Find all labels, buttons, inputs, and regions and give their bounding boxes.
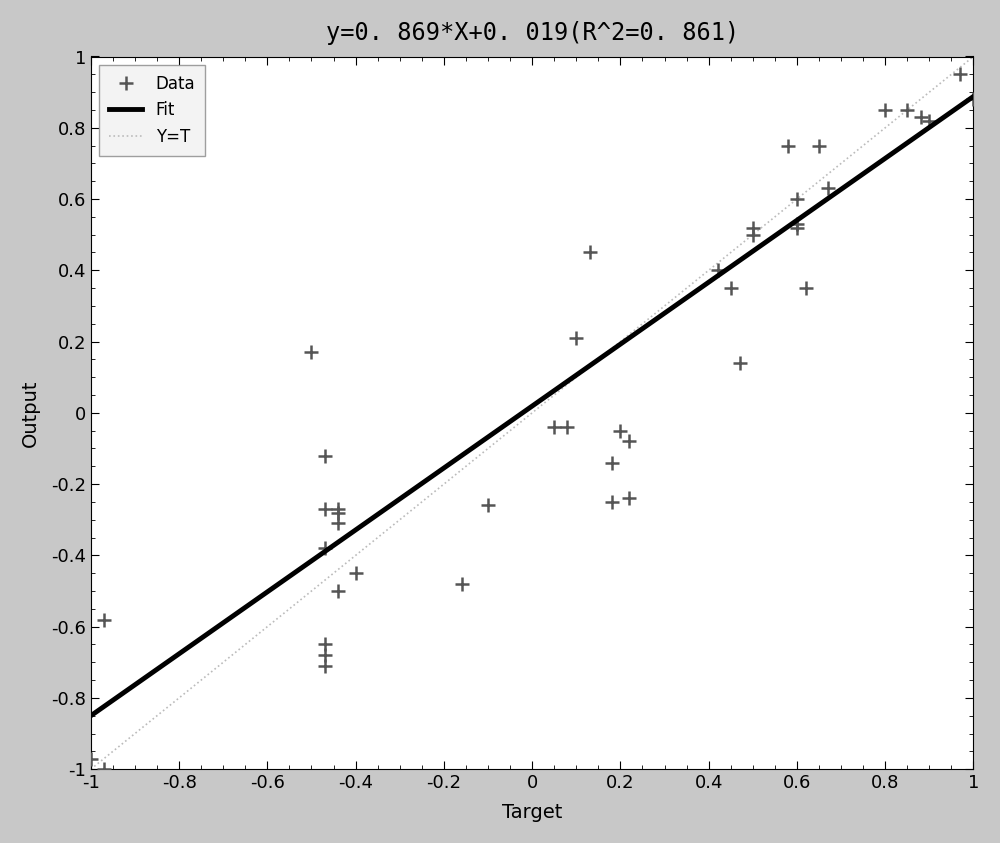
Data: [623, 493, 635, 503]
Data: [822, 183, 834, 193]
Data: [548, 422, 560, 432]
Data: [967, 94, 979, 105]
Data: [606, 458, 618, 468]
Data: [915, 112, 927, 122]
X-axis label: Target: Target: [502, 803, 562, 822]
Data: [734, 358, 746, 368]
Data: [584, 248, 596, 258]
Data: [923, 115, 935, 126]
Data: [482, 501, 494, 511]
Data: [879, 105, 891, 115]
Data: [456, 579, 468, 589]
Data: [98, 615, 110, 625]
Data: [623, 437, 635, 447]
Data: [319, 504, 331, 514]
Data: [747, 229, 759, 239]
Legend: Data, Fit, Y=T: Data, Fit, Y=T: [99, 65, 205, 155]
Data: [712, 266, 724, 276]
Data: [319, 450, 331, 460]
Data: [319, 543, 331, 553]
Data: [332, 518, 344, 529]
Line: Data: Data: [84, 67, 980, 776]
Data: [791, 194, 803, 204]
Title: y=0. 869*X+0. 019(R^2=0. 861): y=0. 869*X+0. 019(R^2=0. 861): [326, 21, 739, 45]
Data: [614, 426, 626, 436]
Data: [332, 586, 344, 596]
Data: [800, 283, 812, 293]
Y-axis label: Output: Output: [21, 379, 40, 447]
Data: [791, 219, 803, 229]
Data: [319, 650, 331, 660]
Data: [606, 497, 618, 507]
Data: [332, 507, 344, 518]
Data: [305, 347, 317, 357]
Data: [747, 223, 759, 233]
Data: [332, 504, 344, 514]
Data: [561, 422, 573, 432]
Data: [791, 223, 803, 233]
Data: [85, 754, 97, 764]
Data: [782, 141, 794, 151]
Data: [98, 764, 110, 774]
Data: [319, 661, 331, 671]
Data: [350, 568, 362, 578]
Data: [725, 283, 737, 293]
Data: [319, 639, 331, 649]
Data: [813, 141, 825, 151]
Data: [901, 105, 913, 115]
Data: [954, 69, 966, 79]
Data: [570, 333, 582, 343]
